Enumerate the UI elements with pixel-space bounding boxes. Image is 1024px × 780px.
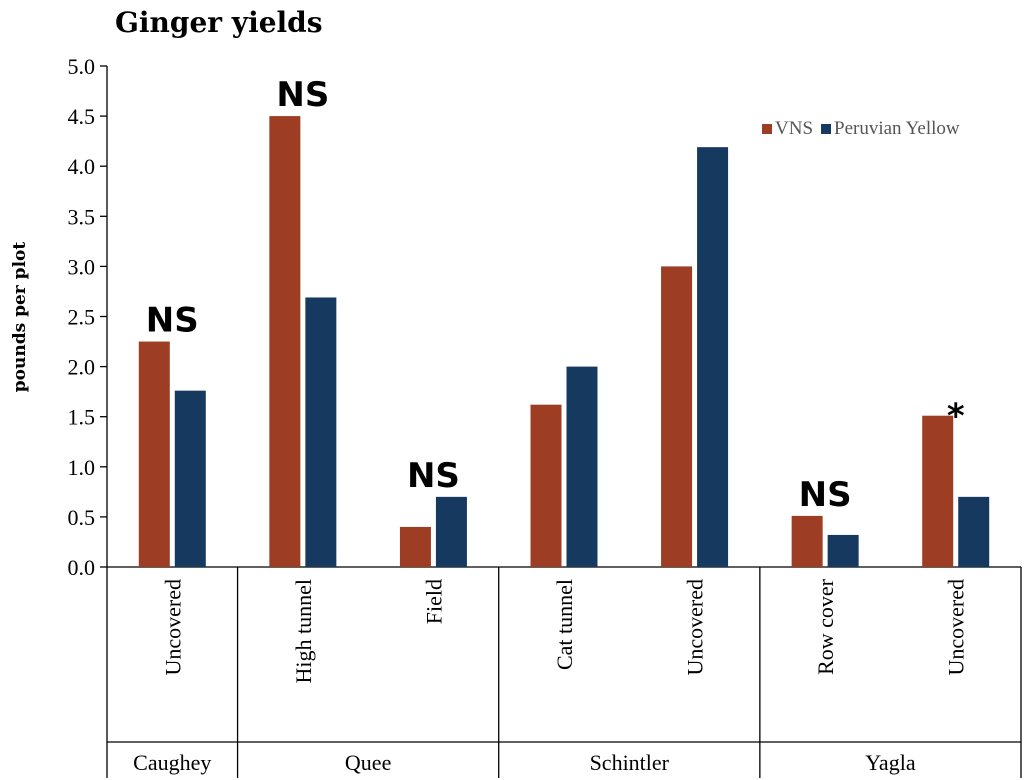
category-label: Field [421, 579, 446, 624]
category-label: Row cover [813, 578, 838, 675]
bar-peruvian-yellow [435, 496, 467, 567]
y-tick-label: 2.5 [68, 305, 96, 330]
bar-peruvian-yellow [174, 390, 206, 567]
bar-peruvian-yellow [958, 496, 990, 567]
bar-peruvian-yellow [827, 534, 859, 567]
chart-title: Ginger yields [115, 6, 323, 39]
y-tick-label: 3.5 [68, 204, 96, 229]
y-tick-label: 2.0 [68, 355, 96, 380]
bar-vns [922, 415, 954, 567]
significance-label: NS [407, 456, 460, 496]
group-label: Caughey [133, 750, 211, 775]
significance-label: * [947, 397, 965, 437]
legend: VNS Peruvian Yellow [762, 118, 960, 139]
y-axis-label: pounds per plot [10, 242, 30, 393]
category-label: Cat tunnel [552, 579, 577, 670]
significance-label: NS [146, 301, 199, 341]
significance-label: NS [276, 75, 329, 115]
bar-vns [661, 266, 693, 567]
bar-vns [269, 116, 301, 567]
group-label: Yagla [865, 750, 916, 775]
bar-peruvian-yellow [566, 366, 598, 567]
legend-swatch [821, 124, 832, 134]
category-label: Uncovered [160, 579, 185, 676]
category-label: High tunnel [291, 579, 316, 684]
category-label: Uncovered [683, 579, 708, 676]
y-tick-label: 5.0 [68, 54, 96, 79]
group-label: Quee [345, 750, 391, 775]
legend-label: Peruvian Yellow [834, 118, 960, 139]
category-label: Uncovered [944, 579, 969, 676]
legend-label: VNS [775, 118, 813, 139]
y-tick-label: 1.5 [68, 405, 96, 430]
y-tick-label: 4.0 [68, 154, 96, 179]
y-tick-label: 3.0 [68, 254, 96, 279]
bar-vns [791, 515, 823, 567]
y-tick-label: 0.5 [68, 505, 96, 530]
bar-peruvian-yellow [305, 297, 337, 567]
bar-vns [530, 404, 562, 567]
y-tick-label: 0.0 [68, 555, 96, 580]
significance-label: NS [799, 475, 852, 515]
y-tick-label: 1.0 [68, 455, 96, 480]
bar-peruvian-yellow [697, 147, 729, 568]
bar-vns [138, 341, 170, 567]
legend-swatch [762, 124, 772, 134]
plot-area: 0.0 0.5 1.0 1.5 2.0 2.5 3.0 3.5 4.0 4.5 5.0 Caughey… [68, 54, 1022, 778]
bar-vns [399, 526, 431, 567]
group-label: Schintler [590, 750, 670, 775]
y-tick-label: 4.5 [68, 104, 96, 129]
